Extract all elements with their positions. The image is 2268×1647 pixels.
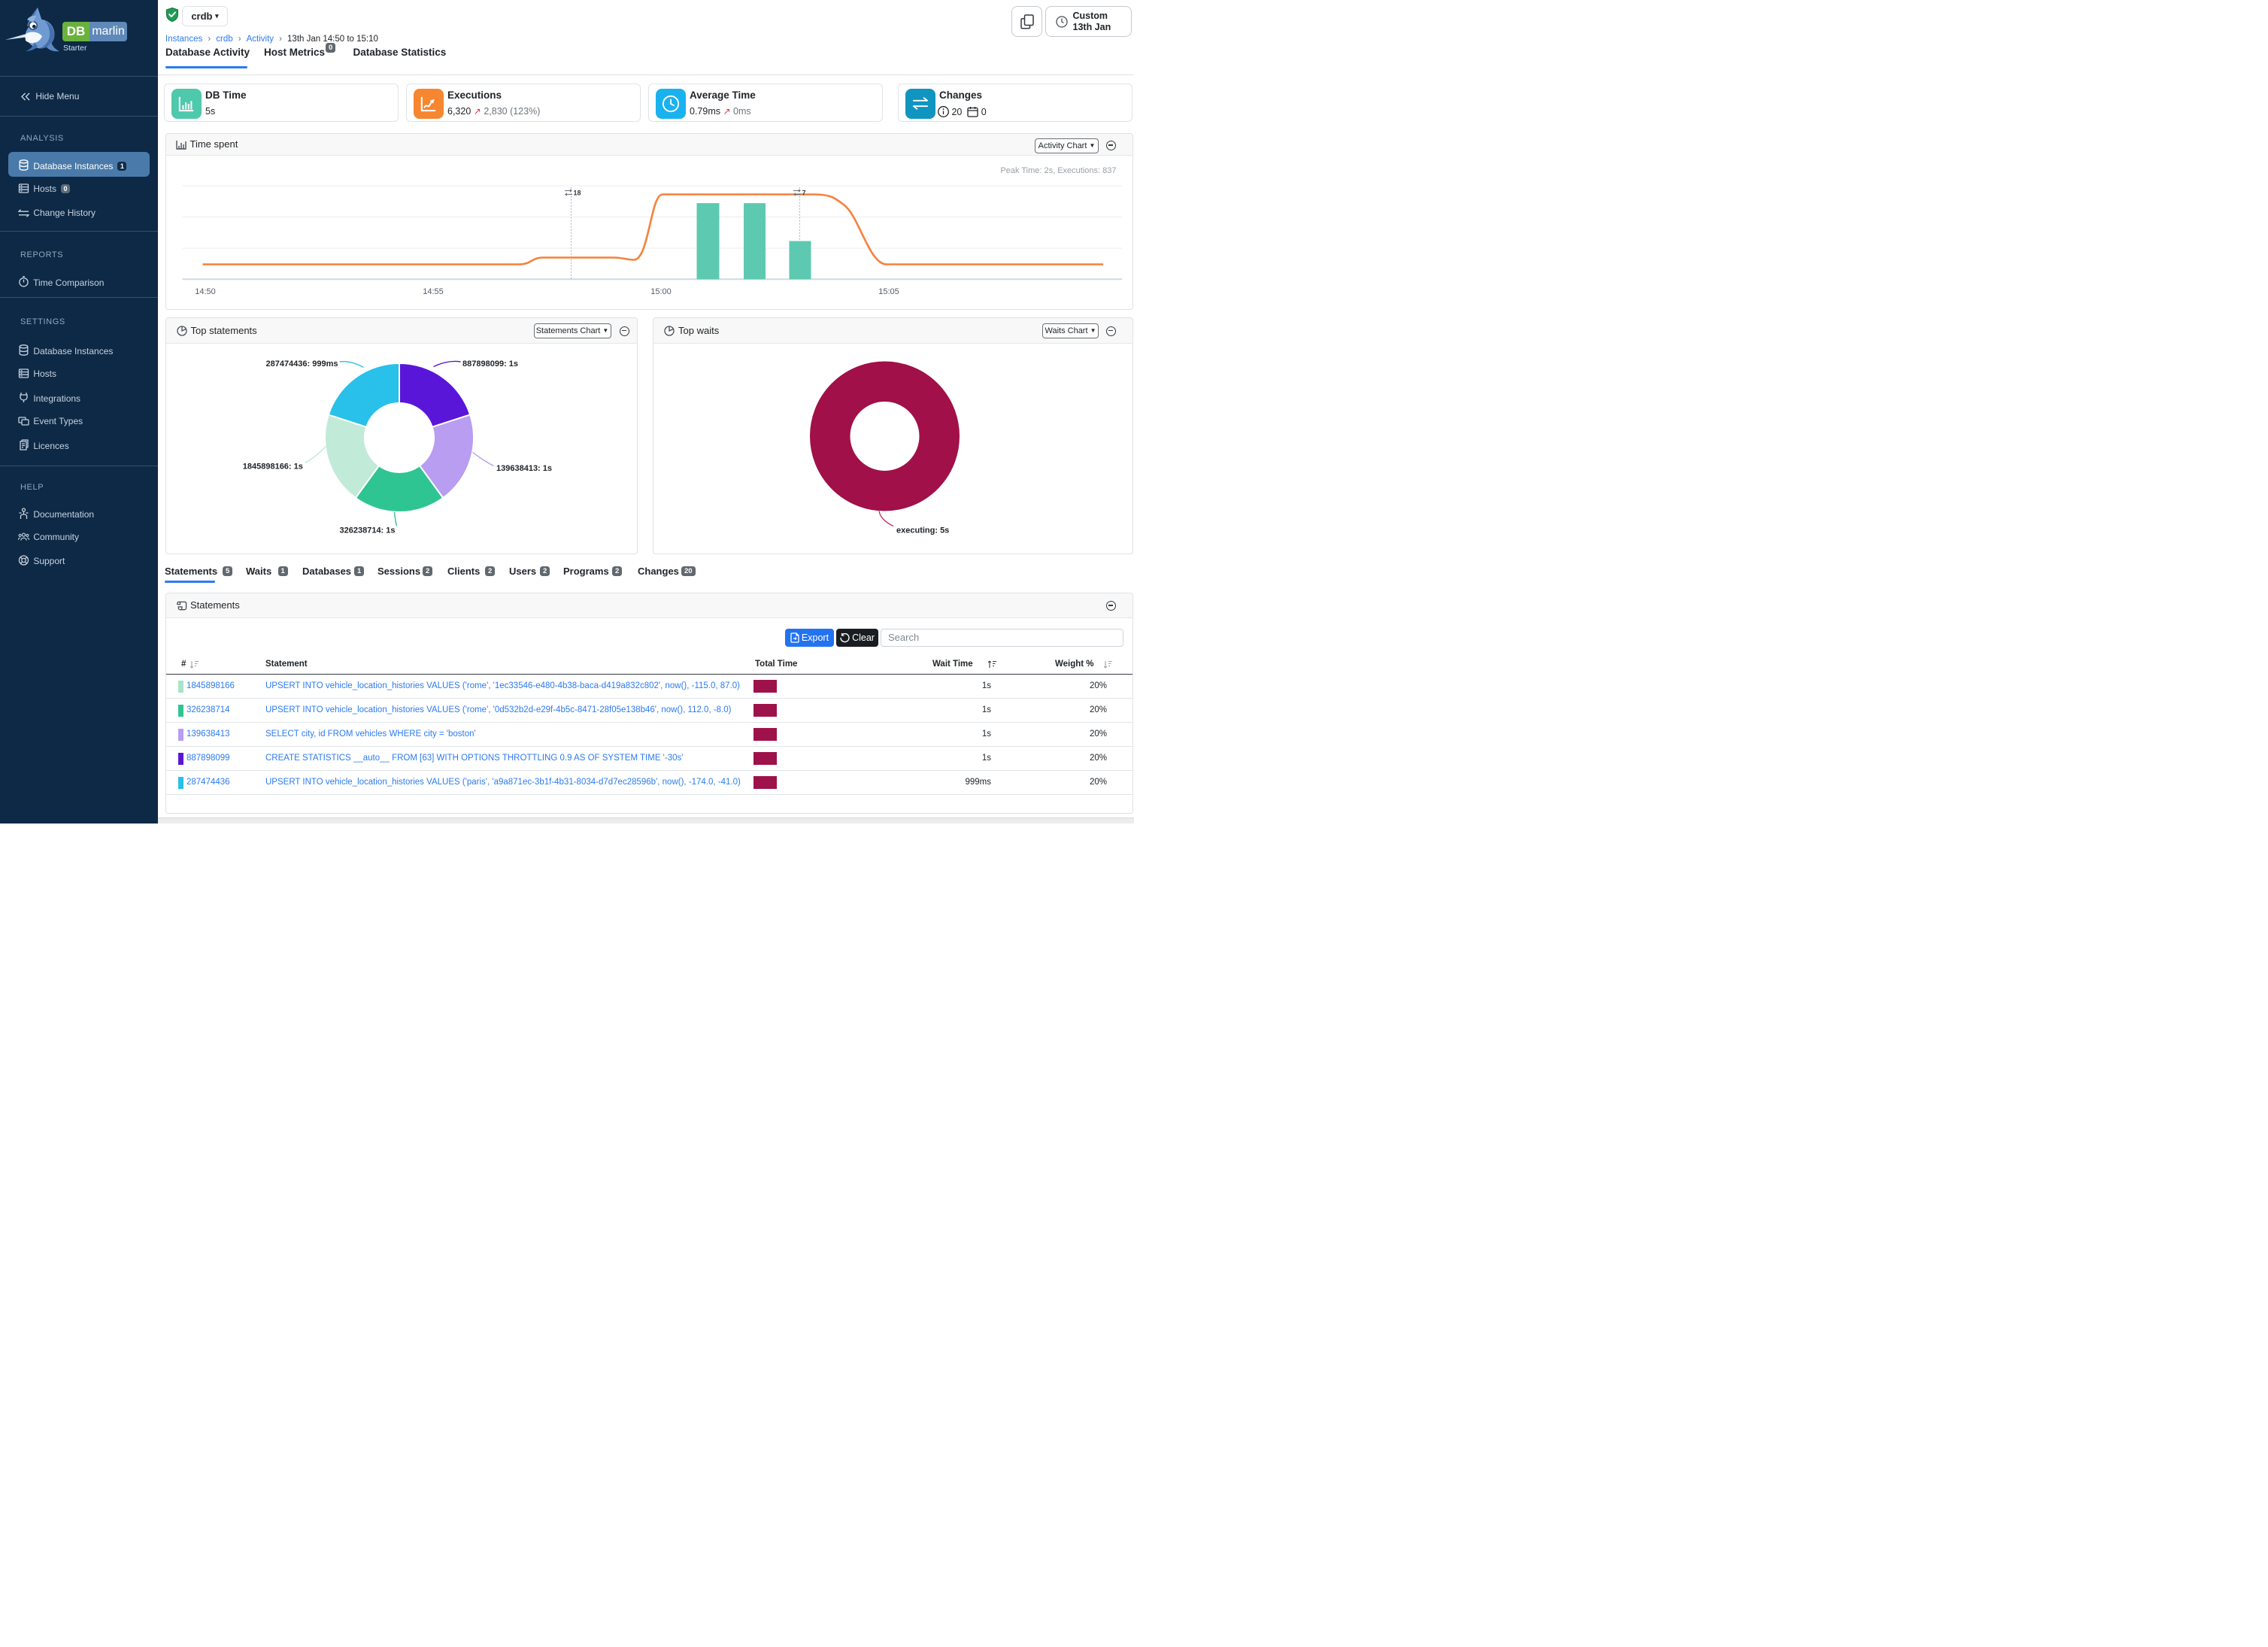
svg-text:14:55: 14:55 xyxy=(423,287,444,296)
svg-text:14:50: 14:50 xyxy=(195,287,216,296)
svg-text:7: 7 xyxy=(802,189,805,196)
svg-text:326238714: 1s: 326238714: 1s xyxy=(339,526,395,535)
svg-text:139638413: 1s: 139638413: 1s xyxy=(496,464,552,473)
svg-text:18: 18 xyxy=(573,189,581,196)
svg-text:15:00: 15:00 xyxy=(650,287,672,296)
svg-text:Peak Time: 2s, Executions: 837: Peak Time: 2s, Executions: 837 xyxy=(1000,166,1116,175)
svg-text:executing: 5s: executing: 5s xyxy=(896,526,949,535)
svg-text:887898099: 1s: 887898099: 1s xyxy=(462,359,518,369)
svg-text:1845898166: 1s: 1845898166: 1s xyxy=(242,462,302,471)
svg-text:287474436: 999ms: 287474436: 999ms xyxy=(265,359,338,369)
svg-text:15:05: 15:05 xyxy=(878,287,899,296)
